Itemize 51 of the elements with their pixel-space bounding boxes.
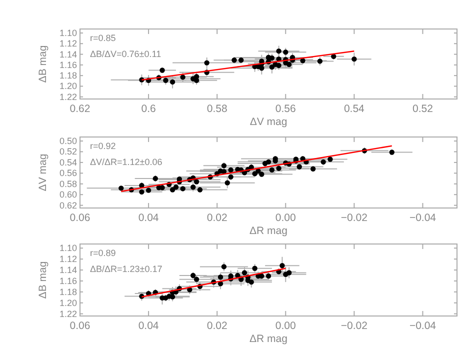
- x-tick-label: 0.00: [275, 320, 296, 332]
- y-tick-label: 1.18: [59, 286, 77, 297]
- annotation: r=0.85: [90, 33, 116, 43]
- annotation: ΔB/ΔV=0.76±0.11: [90, 49, 162, 59]
- x-tick-label: 0.02: [206, 320, 228, 332]
- y-tick-label: 0.56: [59, 168, 77, 178]
- x-tick-label: 0.56: [275, 103, 296, 115]
- x-tick-label: −0.02: [340, 212, 368, 224]
- y-tick-label: 0.54: [59, 157, 77, 168]
- x-tick-label: 0.04: [138, 212, 159, 224]
- y-tick-label: 0.58: [59, 178, 77, 189]
- annotation: r=0.92: [90, 141, 116, 151]
- x-tick-label: 0.06: [70, 320, 90, 332]
- y-tick-label: 1.14: [59, 265, 77, 276]
- y-tick-label: 1.12: [59, 254, 77, 264]
- y-tick-label: 1.22: [59, 92, 77, 102]
- y-tick-label: 1.20: [59, 298, 77, 308]
- x-tick-label: 0.02: [206, 212, 228, 224]
- y-axis-title: ΔV mag: [37, 154, 49, 192]
- x-axis-title: ΔV mag: [250, 116, 288, 128]
- x-axis-title: ΔR mag: [250, 333, 288, 345]
- y-axis-title: ΔB mag: [37, 261, 49, 299]
- x-tick-label: 0.52: [412, 103, 434, 115]
- x-tick-label: 0.04: [138, 320, 159, 332]
- x-tick-label: −0.04: [409, 212, 436, 224]
- x-tick-label: 0.06: [70, 212, 90, 224]
- x-tick-label: 0.6: [141, 103, 156, 115]
- y-tick-label: 0.52: [59, 146, 77, 157]
- annotation: r=0.89: [90, 248, 116, 258]
- x-tick-label: 0.00: [275, 212, 296, 224]
- annotation: ΔB/ΔR=1.23±0.17: [90, 264, 162, 274]
- y-tick-label: 1.22: [59, 308, 77, 319]
- y-axis-title: ΔB mag: [37, 45, 49, 83]
- y-tick-label: 1.10: [59, 28, 77, 38]
- x-tick-label: 0.62: [70, 103, 90, 115]
- x-axis-title: ΔR mag: [250, 225, 288, 237]
- x-tick-label: −0.02: [340, 320, 368, 332]
- y-tick-label: 1.16: [59, 276, 77, 286]
- y-tick-label: 1.10: [59, 243, 77, 254]
- y-tick-label: 0.50: [59, 136, 77, 146]
- y-tick-label: 0.62: [59, 200, 77, 210]
- x-tick-label: 0.58: [206, 103, 228, 115]
- x-tick-label: 0.54: [344, 103, 365, 115]
- y-tick-label: 1.20: [59, 81, 77, 92]
- y-tick-label: 1.12: [59, 38, 77, 49]
- x-tick-label: −0.04: [409, 320, 436, 332]
- y-tick-label: 1.16: [59, 60, 77, 70]
- y-tick-label: 1.18: [59, 70, 77, 81]
- y-tick-label: 0.60: [59, 190, 77, 200]
- y-tick-label: 1.14: [59, 49, 77, 60]
- annotation: ΔV/ΔR=1.12±0.06: [90, 157, 162, 167]
